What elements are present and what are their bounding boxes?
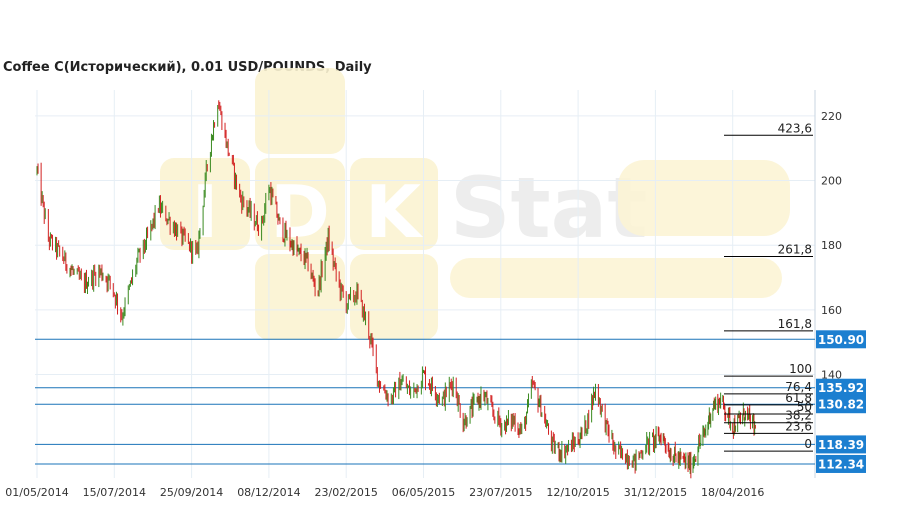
y-tick-label: 200 xyxy=(821,175,842,188)
horizontal-levels xyxy=(35,338,815,465)
watermark: I D K Stat xyxy=(160,68,790,340)
level-badge xyxy=(816,330,866,349)
level-badge xyxy=(816,395,866,414)
fib-level-label: 23,6 xyxy=(785,419,812,433)
x-tick-label: 08/12/2014 xyxy=(237,486,300,499)
level-badge xyxy=(816,378,866,397)
x-tick-label: 23/07/2015 xyxy=(469,486,532,499)
x-tick-label: 25/09/2014 xyxy=(160,486,223,499)
y-tick-label: 140 xyxy=(821,369,842,382)
level-badge xyxy=(816,454,866,473)
fib-level-label: 423,6 xyxy=(778,121,812,135)
level-badges: 150.90 135.92 130.82 118.39 112.34 xyxy=(816,330,866,473)
x-tick-label: 18/04/2016 xyxy=(701,486,764,499)
watermark-block xyxy=(255,68,345,154)
fib-level-label: 76,4 xyxy=(785,380,812,394)
x-tick-label: 01/05/2014 xyxy=(5,486,68,499)
watermark-pill xyxy=(450,258,782,298)
x-tick-label: 06/05/2015 xyxy=(392,486,455,499)
fib-level-label: 0 xyxy=(804,437,812,451)
x-tick-label: 12/10/2015 xyxy=(546,486,609,499)
fib-level-label: 38,2 xyxy=(785,409,812,423)
fib-level-label: 261,8 xyxy=(778,243,812,257)
y-tick-label: 180 xyxy=(821,239,842,252)
x-tick-label: 15/07/2014 xyxy=(83,486,146,499)
fib-level-label: 50 xyxy=(797,400,812,414)
level-badge-label: 150.90 xyxy=(818,333,864,347)
fib-level-label: 161,8 xyxy=(778,317,812,331)
y-tick-label: 220 xyxy=(821,110,842,123)
fib-level-label: 61,8 xyxy=(785,391,812,405)
watermark-word: Stat xyxy=(450,159,648,257)
grid xyxy=(35,90,816,478)
level-badge-label: 130.82 xyxy=(818,398,864,412)
x-axis: 01/05/2014 15/07/2014 25/09/2014 08/12/2014… xyxy=(5,486,764,499)
x-tick-label: 23/02/2015 xyxy=(314,486,377,499)
level-badge-label: 135.92 xyxy=(818,381,864,395)
fib-level-label: 100 xyxy=(789,362,812,376)
level-badge-label: 118.39 xyxy=(818,438,864,452)
level-badge-label: 112.34 xyxy=(818,457,864,471)
x-tick-label: 31/12/2015 xyxy=(624,486,687,499)
watermark-block xyxy=(350,254,438,340)
watermark-pill xyxy=(618,160,790,236)
y-tick-label: 160 xyxy=(821,304,842,317)
level-badge xyxy=(816,435,866,454)
candles xyxy=(36,100,756,479)
y-axis: 220 200 180 160 140 xyxy=(821,110,842,382)
watermark-letter: K xyxy=(365,170,423,254)
watermark-letter: D xyxy=(270,170,330,254)
